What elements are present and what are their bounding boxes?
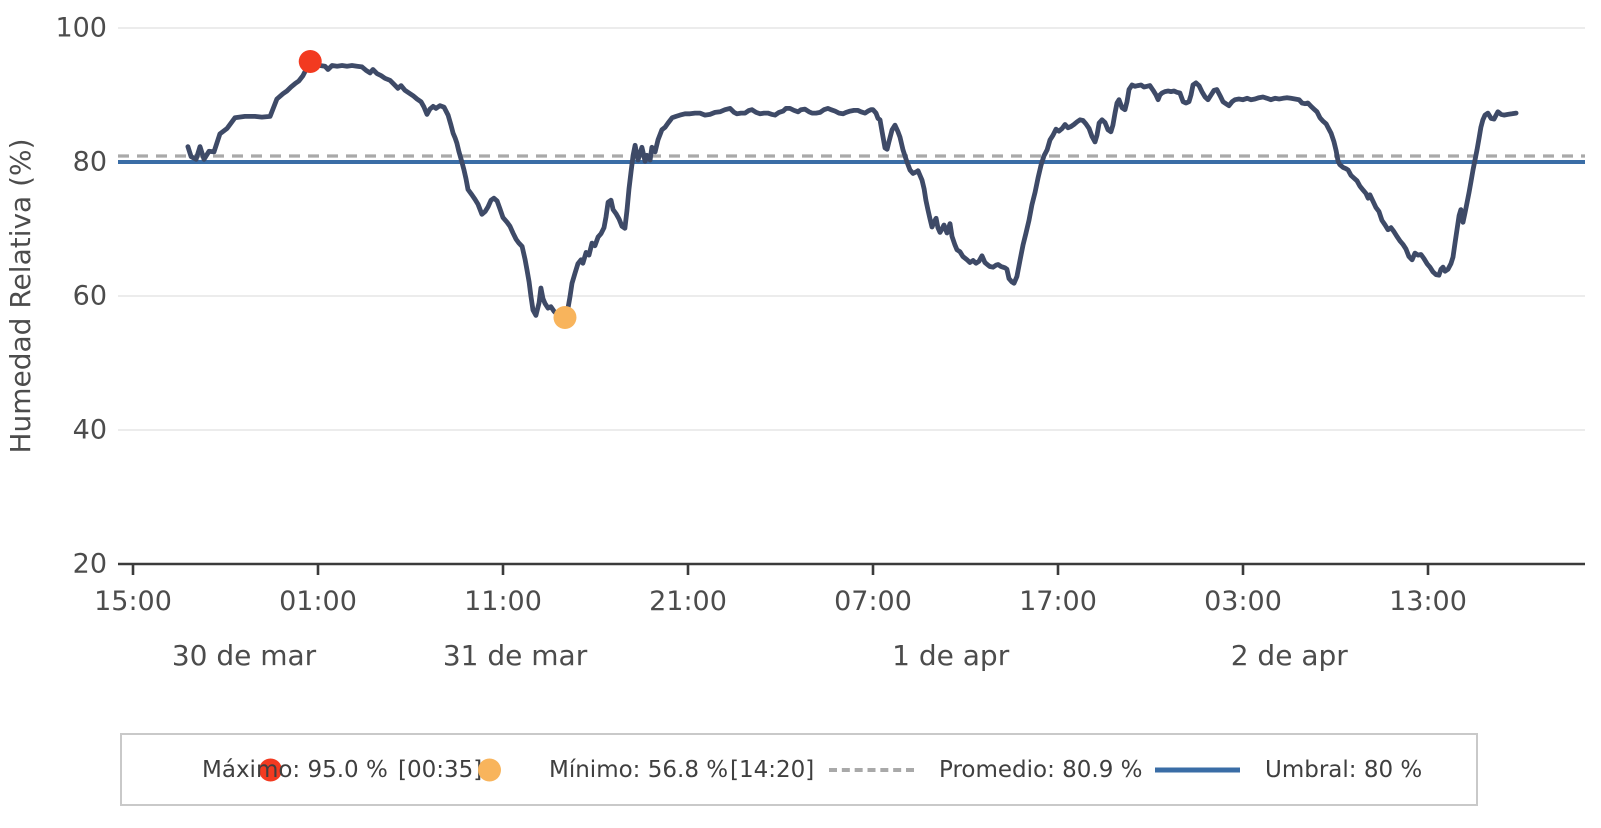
- x-tick-label: 15:00: [94, 586, 172, 617]
- legend-max-time: [00:35]: [398, 756, 483, 783]
- y-tick-label: 20: [73, 549, 107, 580]
- x-tick-label: 11:00: [464, 586, 542, 617]
- min-marker-icon: [478, 758, 501, 781]
- humidity-series-line: [185, 59, 1519, 320]
- legend-min-label: Mínimo: 56.8 %: [549, 756, 729, 783]
- x-tick-label: 07:00: [834, 586, 912, 617]
- x-tick-label: 01:00: [279, 586, 357, 617]
- y-tick-label: 80: [73, 147, 107, 178]
- max-point-marker: [298, 50, 322, 73]
- legend-threshold-label: Umbral: 80 %: [1265, 756, 1423, 783]
- max-marker-icon: [259, 758, 282, 781]
- legend-average-label: Promedio: 80.9 %: [939, 756, 1143, 783]
- threshold-line-swatch-icon: [1155, 767, 1240, 772]
- legend-min-time: [14:20]: [730, 756, 815, 783]
- x-day-label: 1 de apr: [892, 639, 1010, 672]
- chart-legend: Máximo: 95.0 % [00:35] Mínimo: 56.8 % [1…: [120, 733, 1478, 806]
- y-tick-label: 60: [73, 281, 107, 312]
- y-tick-label: 40: [73, 415, 107, 446]
- average-line-swatch-icon: [829, 767, 914, 772]
- y-axis-title: Humedad Relativa (%): [4, 138, 37, 453]
- x-tick-label: 03:00: [1204, 586, 1282, 617]
- min-point-marker: [553, 305, 577, 329]
- x-tick-label: 21:00: [649, 586, 727, 617]
- x-day-label: 30 de mar: [172, 639, 317, 672]
- y-tick-label: 100: [55, 13, 107, 44]
- legend-max-label: Máximo: 95.0 %: [202, 756, 388, 783]
- x-tick-label: 17:00: [1019, 586, 1097, 617]
- x-tick-label: 13:00: [1389, 586, 1467, 617]
- x-day-label: 2 de apr: [1231, 639, 1349, 672]
- x-day-label: 31 de mar: [443, 639, 588, 672]
